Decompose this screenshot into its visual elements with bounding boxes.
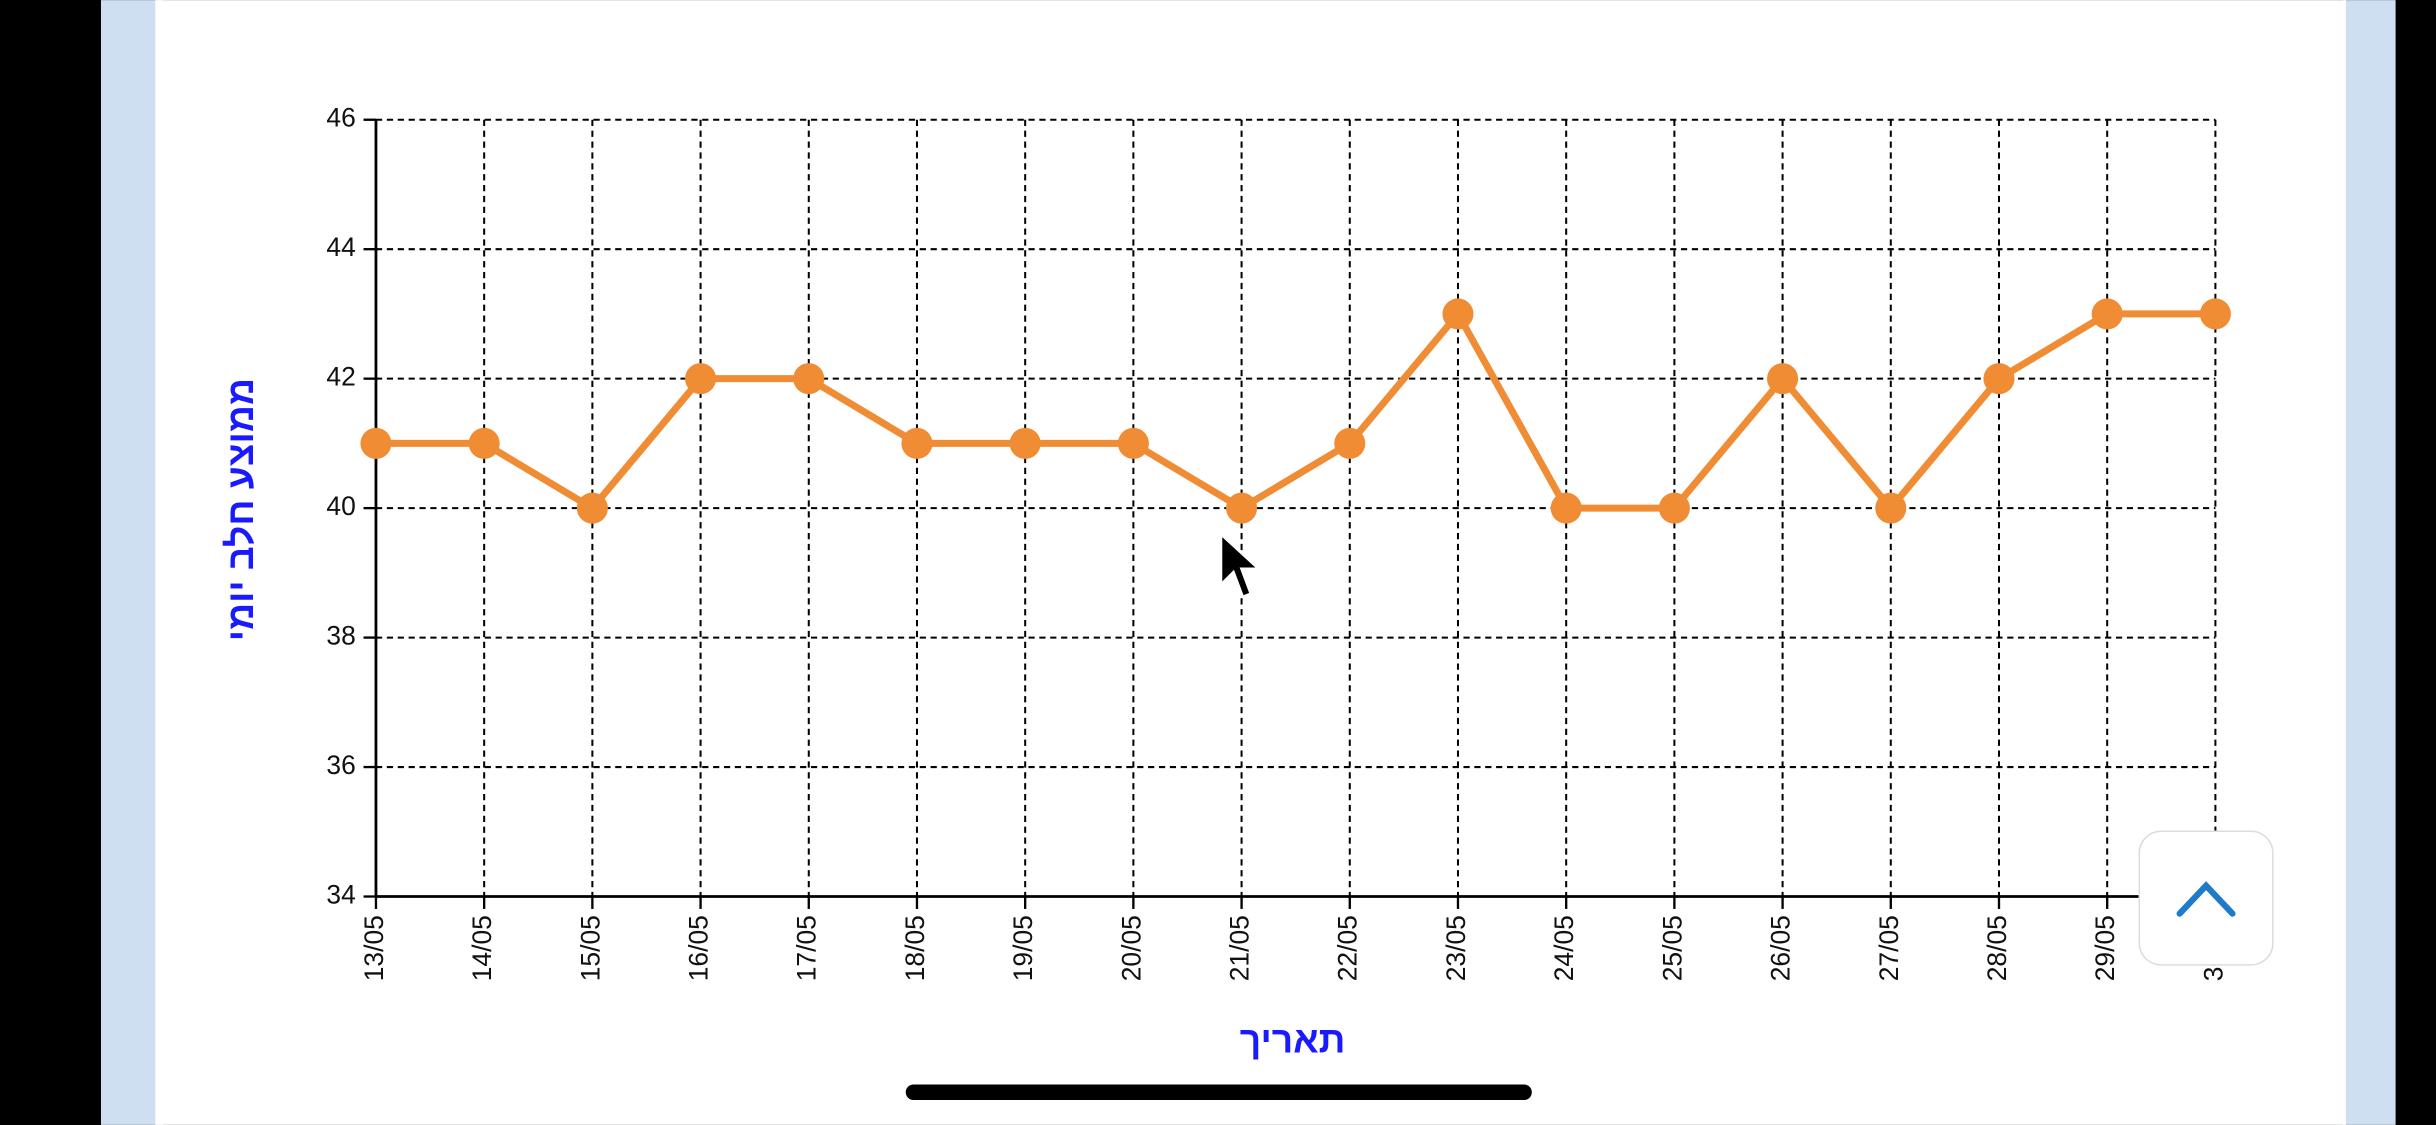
chevron-up-icon[interactable] — [2176, 881, 2236, 917]
y-tick-label: 36 — [326, 750, 355, 780]
window-frame-left — [100, 0, 164, 1125]
x-tick-label: 16/05 — [684, 915, 714, 981]
line-series — [375, 310, 2216, 512]
plot: 34 36 38 40 42 44 46 13/05 14/05 15/05 16/05 17/05 1… — [326, 103, 2231, 981]
button-background[interactable] — [2138, 830, 2274, 966]
data-point — [1658, 492, 1690, 524]
y-tick-label: 40 — [326, 491, 355, 521]
x-tick-label: 21/05 — [1225, 915, 1255, 981]
window-frame-right — [2342, 0, 2396, 1125]
home-indicator — [905, 1084, 1532, 1101]
data-point — [1009, 427, 1041, 459]
data-point — [1117, 427, 1149, 459]
data-point — [1226, 492, 1258, 524]
x-tick-label: 28/05 — [1982, 915, 2012, 981]
data-point — [1442, 298, 1474, 330]
data-point — [2091, 298, 2123, 330]
y-axis-label: ממוצע חלב יומי — [219, 378, 261, 641]
data-point — [468, 427, 500, 459]
data-point — [1550, 492, 1582, 524]
data-point — [793, 363, 825, 395]
x-tick-label: 14/05 — [467, 915, 497, 981]
data-point — [1983, 363, 2015, 395]
x-tick-label: 20/05 — [1116, 915, 1146, 981]
x-tick-label: 19/05 — [1008, 915, 1038, 981]
y-tick-label: 42 — [326, 362, 355, 392]
x-tick-label: 13/05 — [359, 915, 389, 981]
y-tick-label: 38 — [326, 621, 355, 651]
y-tick-label: 46 — [326, 103, 355, 133]
y-tick-label: 44 — [326, 232, 355, 262]
data-point — [1334, 427, 1366, 459]
x-tick-label: 18/05 — [900, 915, 930, 981]
x-tick-label: 22/05 — [1333, 915, 1363, 981]
x-axis-label: תאריך — [1240, 1018, 1346, 1060]
x-tick-label: 27/05 — [1874, 915, 1904, 981]
data-point — [901, 427, 933, 459]
data-point — [576, 492, 608, 524]
x-tick-label: 23/05 — [1441, 915, 1471, 981]
data-point — [360, 427, 392, 459]
x-tick-label: 25/05 — [1657, 915, 1687, 981]
y-tick-label: 34 — [326, 879, 355, 909]
x-tick-label: 17/05 — [792, 915, 822, 981]
mouse-cursor — [1219, 531, 1262, 599]
data-point — [1767, 363, 1799, 395]
data-point — [1875, 492, 1907, 524]
x-tick-label: 29/05 — [2090, 915, 2120, 981]
x-tick-label: 24/05 — [1549, 915, 1579, 981]
scroll-top-button[interactable] — [2138, 830, 2274, 966]
data-point — [2199, 298, 2231, 330]
x-tick-label: 26/05 — [1766, 915, 1796, 981]
data-point — [685, 363, 717, 395]
x-tick-label: 15/05 — [575, 915, 605, 981]
